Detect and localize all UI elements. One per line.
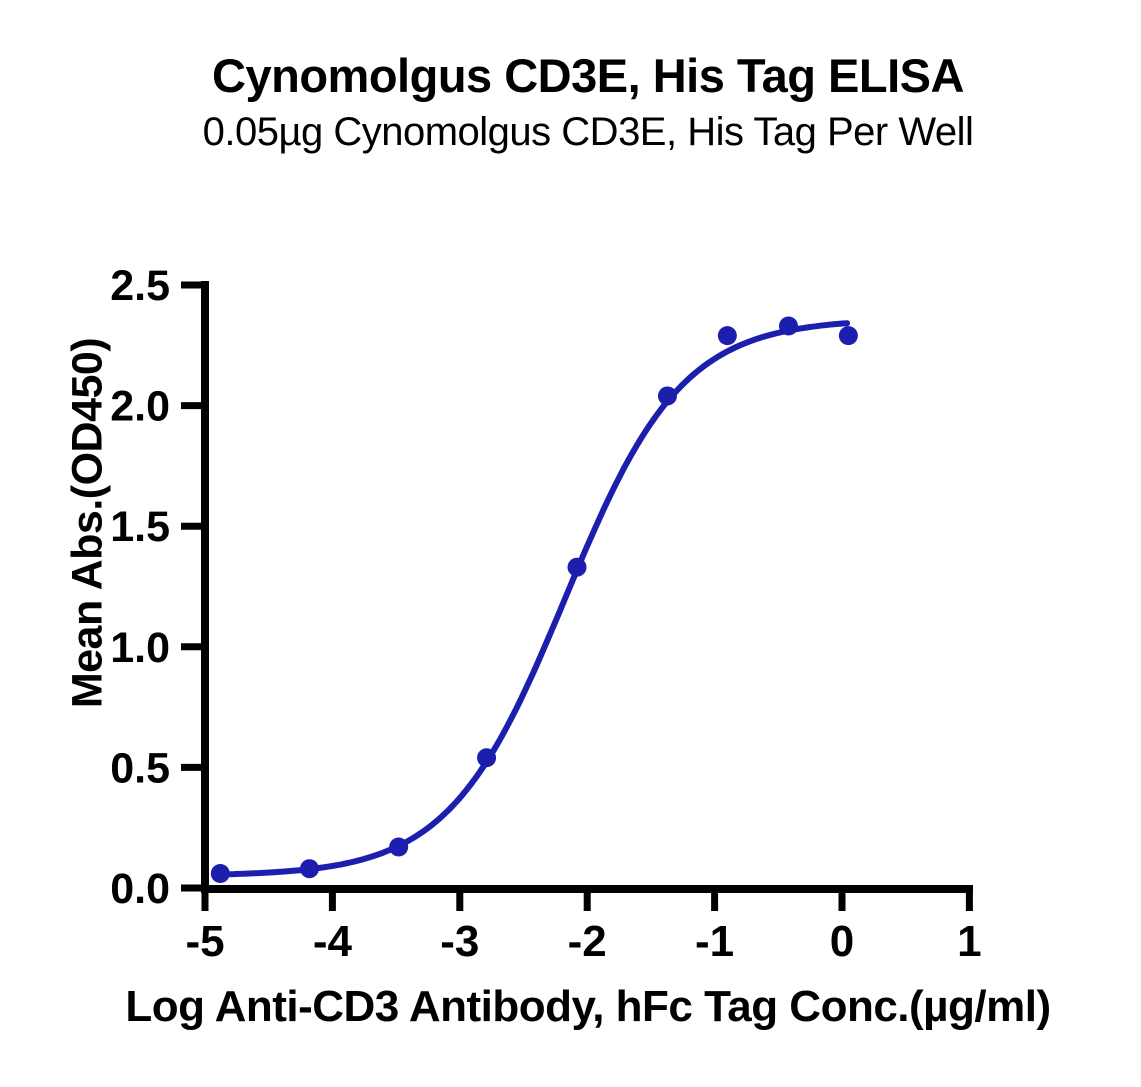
data-point <box>389 837 409 857</box>
y-tick-label: 1.5 <box>110 503 170 551</box>
data-point <box>567 557 587 577</box>
x-tick-label: -2 <box>568 917 607 966</box>
y-tick-label: 1.0 <box>110 624 170 672</box>
data-point <box>210 864 230 884</box>
data-point <box>717 326 737 346</box>
y-tick-label: 2.0 <box>110 383 170 431</box>
y-tick-label: 2.5 <box>110 262 170 310</box>
data-point <box>778 316 798 336</box>
x-tick-label: 1 <box>957 917 981 966</box>
x-tick-label: -4 <box>313 917 353 966</box>
data-point <box>657 386 677 406</box>
y-tick-label: 0.0 <box>110 865 170 913</box>
x-axis-label: Log Anti-CD3 Antibody, hFc Tag Conc.(µg/… <box>125 982 1051 1031</box>
data-point <box>477 748 497 768</box>
x-tick-label: 0 <box>830 917 854 966</box>
data-point <box>838 326 858 346</box>
y-tick-label: 0.5 <box>110 744 170 792</box>
chart-subtitle: 0.05µg Cynomolgus CD3E, His Tag Per Well <box>202 110 974 154</box>
x-tick-label: -1 <box>695 917 734 966</box>
data-point <box>299 859 319 879</box>
x-tick-label: -3 <box>440 917 479 966</box>
fit-curve <box>217 320 851 878</box>
chart-title: Cynomolgus CD3E, His Tag ELISA <box>212 49 964 102</box>
x-tick-label: -5 <box>185 917 224 966</box>
